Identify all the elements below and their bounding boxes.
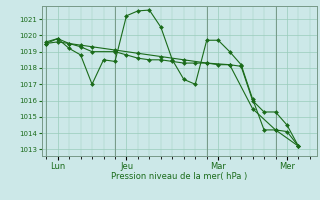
X-axis label: Pression niveau de la mer( hPa ): Pression niveau de la mer( hPa ) — [111, 172, 247, 181]
